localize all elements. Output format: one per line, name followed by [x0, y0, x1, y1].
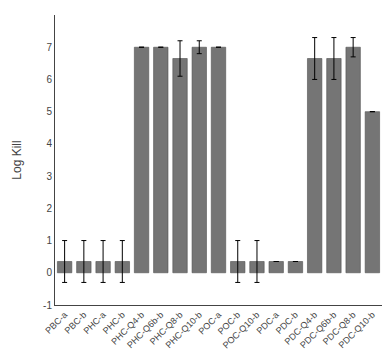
svg-text:PHC-Q6b-b: PHC-Q6b-b [125, 310, 165, 350]
svg-text:PHC-Q8-b: PHC-Q8-b [148, 310, 185, 347]
svg-text:5: 5 [46, 106, 52, 117]
svg-text:Log Kill: Log Kill [10, 140, 24, 179]
svg-text:4: 4 [46, 138, 52, 149]
svg-text:PHC-a: PHC-a [82, 310, 108, 336]
svg-text:-1: -1 [43, 300, 52, 311]
svg-text:2: 2 [46, 203, 52, 214]
svg-text:PDC-Q6b-b: PDC-Q6b-b [298, 310, 338, 350]
svg-text:1: 1 [46, 235, 52, 246]
svg-text:PBC-a: PBC-a [43, 310, 69, 336]
svg-text:PDC-Q10-b: PDC-Q10-b [337, 310, 377, 350]
svg-text:PDC-Q8-b: PDC-Q8-b [321, 310, 358, 347]
svg-text:6: 6 [46, 74, 52, 85]
svg-text:POC-a: POC-a [197, 310, 224, 337]
svg-text:POC-Q10-b: POC-Q10-b [221, 310, 262, 351]
svg-text:PHC-Q10-b: PHC-Q10-b [164, 310, 204, 350]
svg-text:PDC-Q4-b: PDC-Q4-b [282, 310, 319, 347]
svg-text:PHC-Q4-b: PHC-Q4-b [109, 310, 146, 347]
svg-text:POC-b: POC-b [216, 310, 243, 337]
svg-text:PDC-a: PDC-a [255, 310, 281, 336]
svg-text:3: 3 [46, 171, 52, 182]
svg-text:PHC-b: PHC-b [101, 310, 127, 336]
svg-text:0: 0 [46, 267, 52, 278]
svg-text:PDC-b: PDC-b [274, 310, 300, 336]
svg-text:PBC-b: PBC-b [63, 310, 89, 336]
svg-text:7: 7 [46, 42, 52, 53]
